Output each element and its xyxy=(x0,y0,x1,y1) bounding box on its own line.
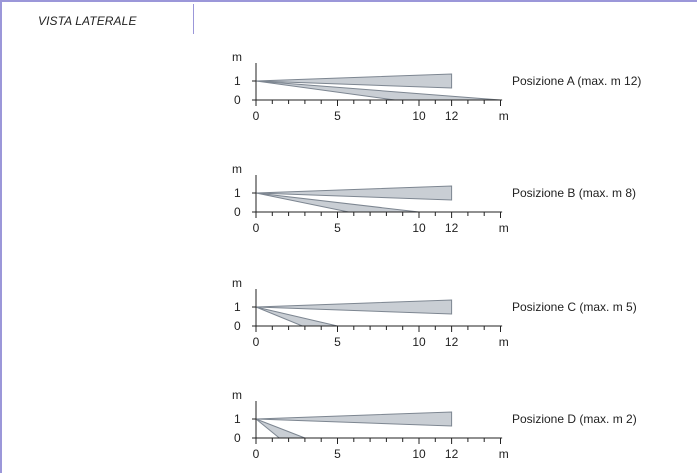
x-tick-label: 10 xyxy=(412,109,426,123)
x-tick-label: 12 xyxy=(445,335,459,349)
y-unit-label: m xyxy=(232,276,242,290)
lower-beam xyxy=(255,418,306,439)
upper-beam xyxy=(255,411,453,427)
position-label: Posizione C (max. m 5) xyxy=(512,300,637,314)
x-tick-label: 12 xyxy=(445,447,459,461)
y-tick-label: 0 xyxy=(234,431,241,445)
x-unit-label: m xyxy=(499,221,509,235)
y-unit-label: m xyxy=(232,162,242,176)
x-tick-label: 10 xyxy=(412,447,426,461)
position-label: Posizione D (max. m 2) xyxy=(512,412,637,426)
x-tick-label: 5 xyxy=(334,221,341,235)
upper-beam xyxy=(255,73,453,89)
y-tick-label: 1 xyxy=(234,74,241,88)
y-tick-label: 1 xyxy=(234,186,241,200)
y-tick-label: 0 xyxy=(234,93,241,107)
position-label: Posizione A (max. m 12) xyxy=(512,74,641,88)
y-tick-label: 0 xyxy=(234,205,241,219)
x-tick-label: 10 xyxy=(412,335,426,349)
section-title: VISTA LATERALE xyxy=(38,14,137,28)
x-unit-label: m xyxy=(499,447,509,461)
x-tick-label: 10 xyxy=(412,221,426,235)
x-unit-label: m xyxy=(499,109,509,123)
x-tick-label: 0 xyxy=(253,109,260,123)
x-unit-label: m xyxy=(499,335,509,349)
upper-beam xyxy=(255,185,453,201)
section-tab: VISTA LATERALE xyxy=(4,4,194,34)
x-tick-label: 0 xyxy=(253,221,260,235)
x-tick-label: 0 xyxy=(253,447,260,461)
y-tick-label: 1 xyxy=(234,300,241,314)
upper-beam xyxy=(255,299,453,315)
y-unit-label: m xyxy=(232,388,242,402)
y-tick-label: 1 xyxy=(234,412,241,426)
x-tick-label: 5 xyxy=(334,335,341,349)
x-tick-label: 5 xyxy=(334,109,341,123)
position-label: Posizione B (max. m 8) xyxy=(512,186,636,200)
x-tick-label: 12 xyxy=(445,109,459,123)
x-tick-label: 5 xyxy=(334,447,341,461)
y-tick-label: 0 xyxy=(234,319,241,333)
x-tick-label: 12 xyxy=(445,221,459,235)
y-unit-label: m xyxy=(232,50,242,64)
x-tick-label: 0 xyxy=(253,335,260,349)
